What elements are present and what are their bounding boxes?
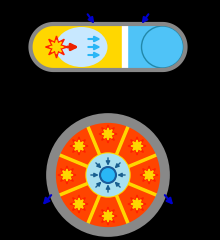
Circle shape: [100, 167, 116, 183]
Polygon shape: [128, 137, 146, 155]
Wedge shape: [57, 183, 100, 226]
Polygon shape: [140, 166, 158, 184]
Polygon shape: [128, 195, 146, 213]
Polygon shape: [131, 198, 143, 210]
Circle shape: [86, 153, 130, 197]
Polygon shape: [46, 36, 68, 58]
Polygon shape: [73, 198, 85, 210]
Polygon shape: [143, 169, 155, 181]
Wedge shape: [53, 154, 88, 196]
Polygon shape: [121, 25, 126, 69]
Wedge shape: [116, 124, 159, 167]
Wedge shape: [116, 183, 159, 226]
Wedge shape: [87, 120, 129, 155]
Ellipse shape: [55, 27, 108, 67]
Circle shape: [141, 26, 183, 68]
Polygon shape: [58, 166, 76, 184]
Polygon shape: [70, 195, 88, 213]
Polygon shape: [131, 140, 143, 152]
Wedge shape: [87, 195, 129, 230]
Polygon shape: [99, 125, 117, 143]
Polygon shape: [102, 128, 114, 140]
Polygon shape: [102, 210, 114, 222]
Polygon shape: [61, 169, 73, 181]
Polygon shape: [73, 140, 85, 152]
Wedge shape: [128, 154, 163, 196]
Circle shape: [52, 119, 164, 231]
Polygon shape: [31, 24, 123, 70]
Wedge shape: [57, 124, 100, 167]
Polygon shape: [99, 207, 117, 225]
Polygon shape: [31, 24, 185, 70]
Polygon shape: [70, 137, 88, 155]
Polygon shape: [50, 40, 64, 54]
